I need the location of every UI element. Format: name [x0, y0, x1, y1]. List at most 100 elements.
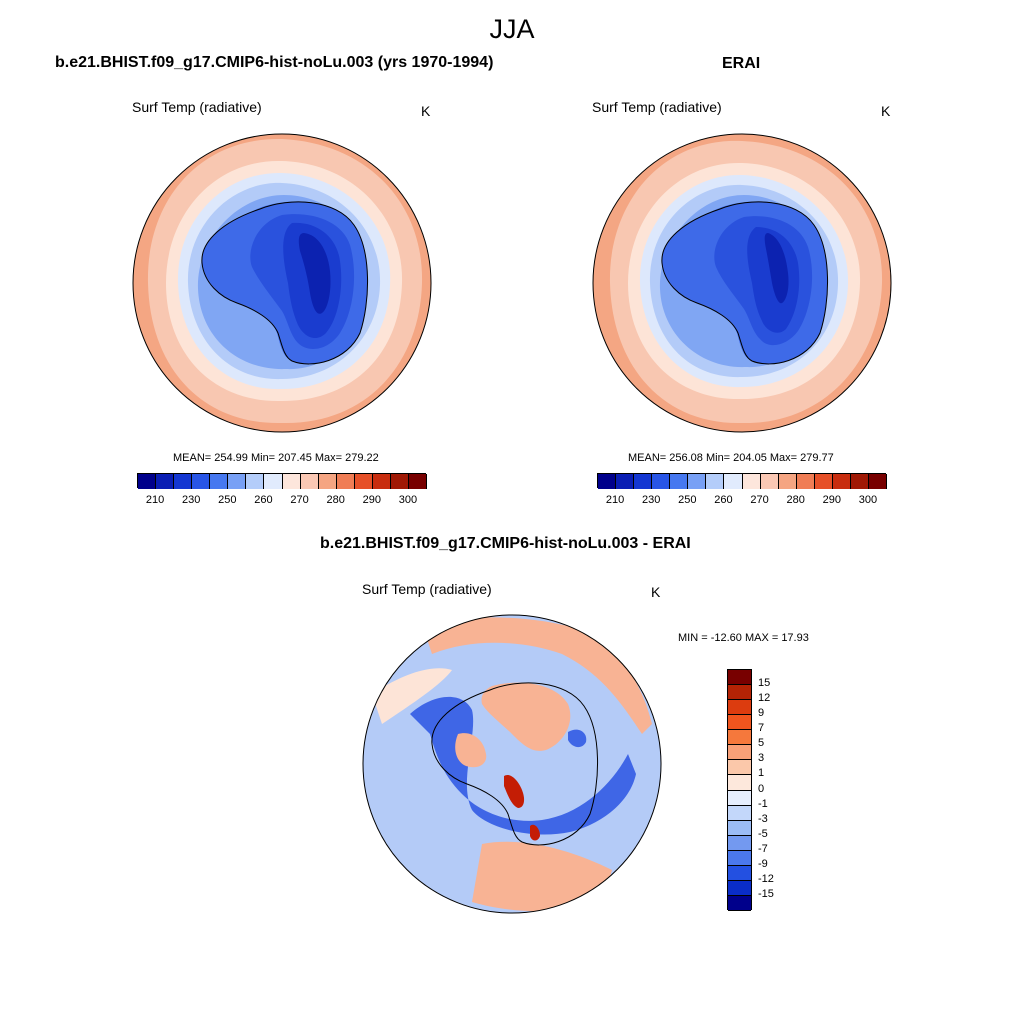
diff-colorbar-swatch — [728, 700, 751, 716]
diff-colorbar-swatch — [728, 850, 751, 866]
diff-colorbar-tick-label: 1 — [758, 767, 765, 780]
obs-colorbar-tick-label: 250 — [678, 494, 697, 506]
model-panel-title: b.e21.BHIST.f09_g17.CMIP6-hist-noLu.003 … — [55, 54, 494, 71]
model-colorbar-swatch — [264, 474, 283, 489]
diff-colorbar-tick-label: -3 — [758, 812, 768, 825]
model-colorbar-swatch — [300, 474, 319, 489]
obs-colorbar-tick-label: 290 — [822, 494, 841, 506]
model-colorbar-swatch — [282, 474, 301, 489]
model-colorbar-tick-label: 210 — [145, 494, 165, 506]
model-colorbar-tick-label: 230 — [182, 494, 201, 506]
diff-colorbar-tick-label: -12 — [758, 872, 774, 885]
diff-colorbar-tick-label: -5 — [758, 827, 768, 840]
obs-panel-title: ERAI — [722, 55, 761, 72]
diff-colorbar-tick-label: -7 — [758, 842, 768, 855]
obs-colorbar-tick-label: 270 — [750, 494, 769, 506]
obs-colorbar-swatch — [616, 474, 635, 489]
diff-colorbar-tick-label: 5 — [758, 737, 765, 750]
obs-colorbar-swatch — [652, 474, 671, 489]
diff-colorbar-tick-label: -1 — [758, 797, 768, 810]
obs-polar-map — [592, 133, 892, 433]
obs-colorbar-swatch — [670, 474, 689, 489]
model-stats: MEAN= 254.99 Min= 207.45 Max= 279.22 — [173, 452, 379, 464]
diff-colorbar-swatch — [728, 715, 751, 731]
model-colorbar-tick-label: 260 — [254, 494, 273, 506]
diff-colorbar — [727, 669, 752, 911]
obs-units-label: K — [881, 103, 891, 119]
model-colorbar-swatch — [174, 474, 193, 489]
diff-colorbar-swatch — [728, 880, 751, 896]
obs-colorbar-tick-label: 210 — [605, 494, 625, 506]
obs-colorbar-tick-label: 260 — [714, 494, 733, 506]
model-colorbar-swatch — [390, 474, 409, 489]
diff-colorbar-tick-label: 3 — [758, 752, 765, 765]
diff-colorbar-swatch — [728, 790, 751, 806]
diff-colorbar-tick-label: 12 — [758, 692, 771, 705]
model-colorbar-swatch — [372, 474, 391, 489]
obs-colorbar-swatch — [598, 474, 617, 489]
diff-colorbar-swatch — [728, 805, 751, 821]
obs-colorbar-ticks: 210 230 250 260 270 280 290 300 — [597, 494, 886, 508]
obs-colorbar-swatch — [742, 474, 761, 489]
diff-colorbar-swatch — [728, 895, 751, 911]
obs-colorbar-swatch — [724, 474, 743, 489]
model-units-label: K — [421, 103, 431, 119]
model-colorbar-swatch — [156, 474, 175, 489]
obs-colorbar-swatch — [850, 474, 869, 489]
diff-colorbar-swatch — [728, 865, 751, 881]
model-colorbar-swatch — [192, 474, 211, 489]
obs-colorbar-swatch — [706, 474, 725, 489]
diff-colorbar-tick-label: 0 — [758, 782, 765, 795]
model-colorbar-swatch — [210, 474, 229, 489]
model-colorbar-swatch — [336, 474, 355, 489]
model-colorbar-swatch — [228, 474, 247, 489]
diff-colorbar-tick-label: 7 — [758, 722, 765, 735]
model-colorbar-ticks: 210 230 250 260 270 280 290 300 — [137, 494, 426, 508]
obs-colorbar — [597, 473, 887, 489]
model-colorbar-tick-label: 250 — [218, 494, 237, 506]
obs-colorbar-tick-label: 230 — [642, 494, 661, 506]
diff-colorbar-swatch — [728, 820, 751, 836]
model-polar-map — [132, 133, 432, 433]
diff-panel-title: b.e21.BHIST.f09_g17.CMIP6-hist-noLu.003 … — [320, 535, 691, 552]
diff-colorbar-swatch — [728, 835, 751, 851]
diff-colorbar-swatch — [728, 670, 751, 686]
diff-variable-label: Surf Temp (radiative) — [362, 581, 492, 597]
model-colorbar-tick-label: 300 — [398, 494, 418, 506]
diff-polar-map — [362, 614, 662, 914]
model-colorbar-swatch — [246, 474, 265, 489]
obs-colorbar-swatch — [796, 474, 815, 489]
diff-colorbar-tick-label: 15 — [758, 677, 771, 690]
model-colorbar — [137, 473, 427, 489]
obs-colorbar-swatch — [868, 474, 887, 489]
main-title: JJA — [489, 14, 535, 44]
diff-colorbar-ticks: 15 12 9 7 5 3 1 0 -1 -3 -5 -7 -9 -12 -15 — [758, 669, 798, 910]
diff-colorbar-tick-label: -15 — [758, 887, 774, 900]
obs-colorbar-swatch — [778, 474, 797, 489]
obs-variable-label: Surf Temp (radiative) — [592, 99, 722, 115]
obs-colorbar-tick-label: 300 — [858, 494, 878, 506]
diff-colorbar-swatch — [728, 745, 751, 761]
model-colorbar-swatch — [138, 474, 157, 489]
model-colorbar-swatch — [354, 474, 373, 489]
model-colorbar-tick-label: 270 — [290, 494, 309, 506]
model-variable-label: Surf Temp (radiative) — [132, 99, 262, 115]
model-colorbar-tick-label: 280 — [326, 494, 345, 506]
diff-stats: MIN = -12.60 MAX = 17.93 — [678, 632, 809, 644]
diff-units-label: K — [651, 584, 661, 600]
obs-stats: MEAN= 256.08 Min= 204.05 Max= 279.77 — [628, 452, 834, 464]
model-colorbar-swatch — [408, 474, 427, 489]
obs-colorbar-swatch — [814, 474, 833, 489]
obs-colorbar-swatch — [634, 474, 653, 489]
model-colorbar-tick-label: 290 — [362, 494, 381, 506]
obs-colorbar-swatch — [760, 474, 779, 489]
diff-colorbar-swatch — [728, 760, 751, 776]
model-colorbar-swatch — [318, 474, 337, 489]
obs-colorbar-swatch — [832, 474, 851, 489]
diff-colorbar-tick-label: 9 — [758, 707, 765, 720]
obs-colorbar-swatch — [688, 474, 707, 489]
diff-colorbar-swatch — [728, 685, 751, 701]
diff-colorbar-tick-label: -9 — [758, 857, 768, 870]
diff-colorbar-swatch — [728, 775, 751, 791]
obs-colorbar-tick-label: 280 — [786, 494, 805, 506]
